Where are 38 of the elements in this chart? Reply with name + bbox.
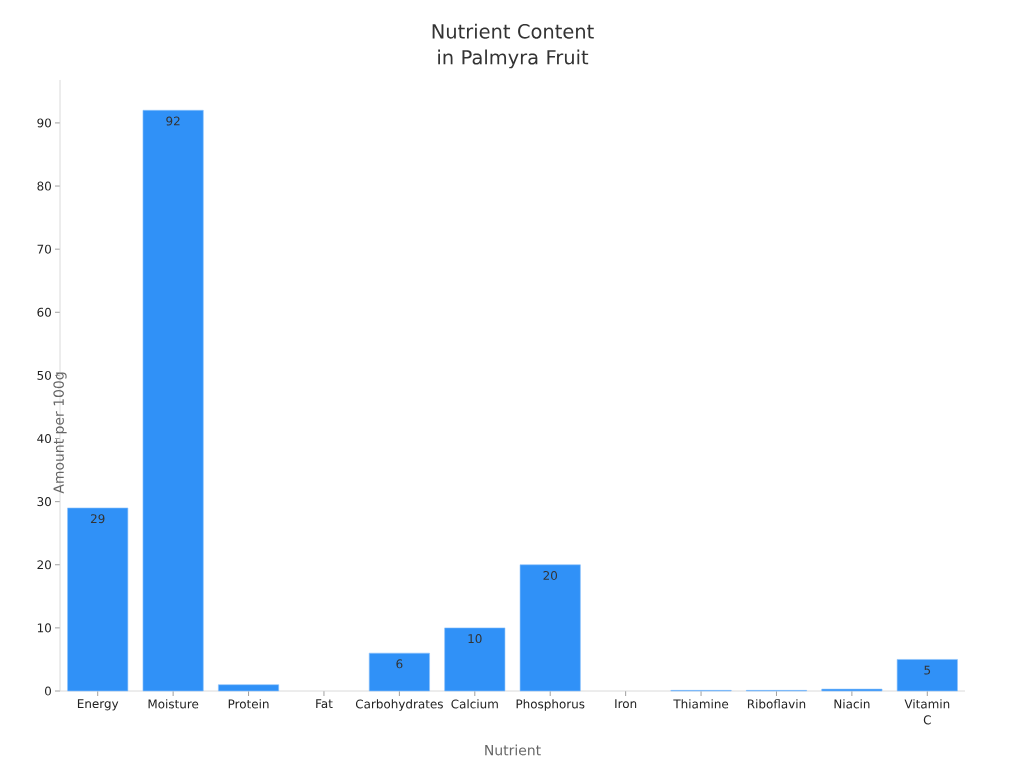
x-tick-label: Niacin (834, 699, 870, 709)
bar (142, 109, 204, 692)
data-label: 20 (543, 570, 558, 580)
data-label: 29 (90, 514, 105, 524)
y-tick-label: 40 (37, 434, 51, 444)
data-label: 92 (166, 116, 180, 126)
y-tick-label: 30 (37, 497, 51, 507)
data-label: 5 (924, 665, 931, 675)
x-tick-label: Thiamine (673, 699, 729, 709)
data-label: 10 (468, 634, 482, 644)
y-tick-label: 90 (37, 118, 51, 128)
x-tick-label: Iron (615, 699, 637, 709)
bar (444, 627, 506, 692)
x-tick-label: Protein (228, 699, 269, 709)
x-tick-label: Vitamin C (904, 699, 950, 725)
chart-title: Nutrient Content in Palmyra Fruit (432, 23, 594, 69)
data-label: 6 (396, 659, 403, 669)
y-tick-label: 50 (37, 370, 51, 380)
x-tick-label: Energy (77, 699, 119, 711)
bar (368, 652, 430, 692)
y-tick-label: 10 (37, 623, 51, 633)
bar (218, 684, 280, 692)
y-tick-label: 20 (37, 560, 51, 570)
x-tick-label: Fat (316, 699, 333, 709)
x-tick-label: Carbohydrates (355, 699, 443, 711)
bar (519, 564, 581, 692)
x-tick-label: Calcium (451, 699, 498, 709)
y-axis-title: Amount per 100g (53, 372, 67, 494)
x-axis-title: Nutrient (485, 744, 541, 756)
bar (67, 507, 129, 692)
x-tick-label: Moisture (148, 699, 199, 709)
y-tick-label: 60 (37, 307, 51, 317)
y-tick-label: 70 (37, 244, 51, 254)
x-tick-label: Phosphorus (516, 699, 585, 711)
y-tick-label: 0 (44, 686, 52, 696)
y-tick-label: 80 (37, 181, 51, 191)
x-tick-label: Riboflavin (747, 699, 806, 709)
bar (896, 659, 958, 692)
